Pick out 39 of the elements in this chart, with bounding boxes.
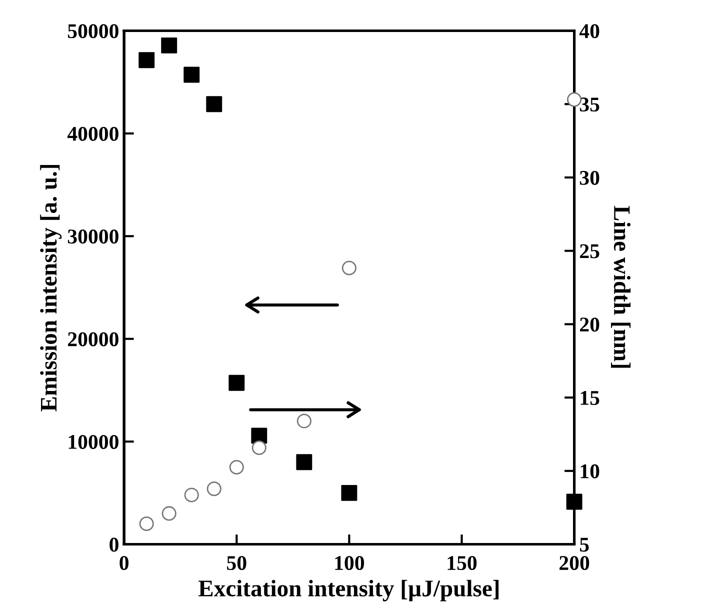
x-tick-label: 100: [335, 556, 364, 570]
point: [161, 37, 178, 54]
point: [139, 516, 154, 532]
point: [229, 460, 244, 475]
x-tick-label: 200: [560, 556, 590, 570]
point: [341, 484, 358, 501]
y2-tick-label: 20: [580, 318, 600, 332]
y-tick-label: 50000: [68, 24, 118, 38]
y2-tick-label: 25: [580, 244, 600, 258]
point: [162, 506, 176, 521]
y2-tick-label: 30: [580, 170, 600, 185]
y2-tick-label: 5: [580, 538, 589, 552]
point: [206, 96, 222, 112]
point: [184, 66, 200, 83]
x-tick-label: 150: [448, 556, 477, 570]
point: [296, 454, 312, 470]
point: [342, 260, 356, 276]
y2-tick-label: 40: [579, 24, 600, 38]
y-axis-title: Emission intensity [a. u.]: [40, 164, 62, 412]
y2-axis-title: Line width [nm]: [611, 206, 631, 368]
y2-tick-label: 15: [580, 391, 600, 405]
point: [228, 374, 245, 391]
point: [252, 440, 266, 456]
y2-tick-label: 35: [580, 98, 600, 112]
point: [184, 488, 199, 502]
point: [251, 428, 268, 444]
y-tick-label: 10000: [68, 434, 118, 450]
y-tick-label: 0: [110, 538, 118, 552]
y2-tick-label: 10: [580, 464, 600, 478]
x-tick-label: 50: [227, 556, 246, 570]
y-tick-label: 20000: [68, 332, 118, 346]
x-tick-label: 0: [120, 556, 128, 570]
y-tick-label: 40000: [67, 126, 118, 141]
point: [296, 414, 312, 428]
point: [138, 52, 155, 68]
point: [206, 482, 222, 496]
point: [567, 92, 582, 107]
x-axis-title: Excitation intensity [µJ/pulse]: [198, 580, 499, 602]
y-tick-label: 30000: [68, 230, 118, 244]
